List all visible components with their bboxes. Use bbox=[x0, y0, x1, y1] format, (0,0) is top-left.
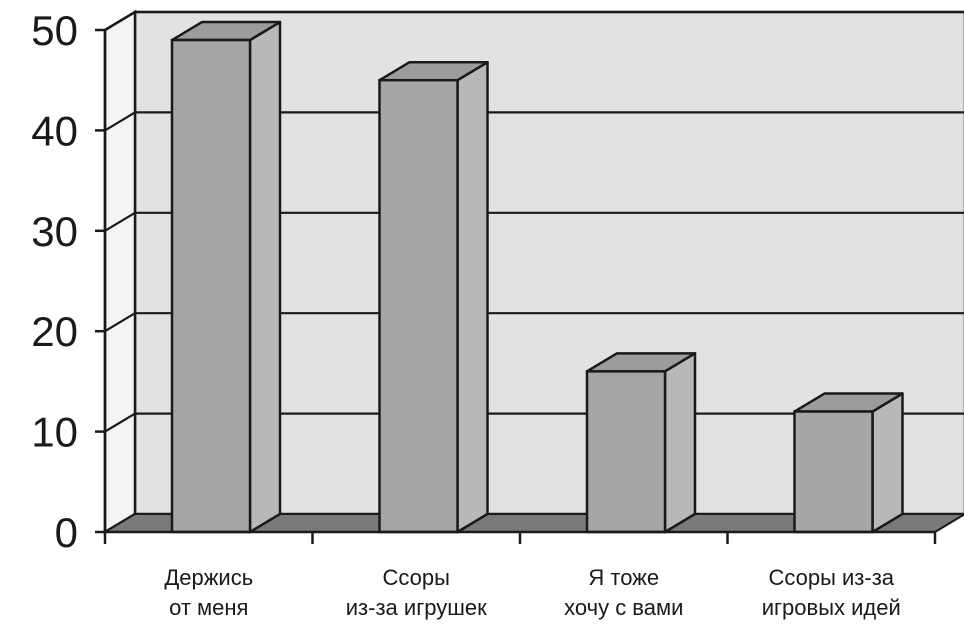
x-category-label-line: Я тоже bbox=[588, 565, 659, 590]
x-category-label: Ссоры из-за игровых идей bbox=[762, 565, 901, 620]
x-category-label-line: игровых идей bbox=[762, 595, 901, 620]
bar-front bbox=[795, 412, 873, 532]
y-tick-label: 0 bbox=[55, 509, 78, 556]
y-tick-label: 10 bbox=[31, 409, 78, 456]
x-category-label: Я тоже хочу с вами bbox=[564, 565, 683, 620]
bar-side bbox=[458, 62, 488, 532]
bar-front bbox=[380, 80, 458, 532]
y-tick-label: 50 bbox=[31, 7, 78, 54]
bar bbox=[380, 62, 488, 532]
bar bbox=[587, 353, 695, 532]
x-category-label: Держись от меня bbox=[164, 565, 253, 620]
x-category-label-line: из-за игрушек bbox=[346, 595, 487, 620]
x-category-label-line: хочу с вами bbox=[564, 595, 683, 620]
x-category-label-line: Держись bbox=[164, 565, 253, 590]
y-tick-label: 40 bbox=[31, 107, 78, 154]
bar-side bbox=[665, 353, 695, 532]
x-category-label-line: Ссоры из-за bbox=[768, 565, 894, 590]
bar-front bbox=[172, 40, 250, 532]
bar bbox=[795, 394, 903, 532]
bar-side bbox=[873, 394, 903, 532]
bar bbox=[172, 22, 280, 532]
x-category-label-line: Ссоры bbox=[383, 565, 450, 590]
x-category-label-line: от меня bbox=[169, 595, 248, 620]
x-category-label: Ссоры из-за игрушек bbox=[346, 565, 487, 620]
bar-front bbox=[587, 371, 665, 532]
y-tick-label: 20 bbox=[31, 308, 78, 355]
bar-side bbox=[250, 22, 280, 532]
y-tick-label: 30 bbox=[31, 208, 78, 255]
side-wall bbox=[105, 12, 135, 532]
